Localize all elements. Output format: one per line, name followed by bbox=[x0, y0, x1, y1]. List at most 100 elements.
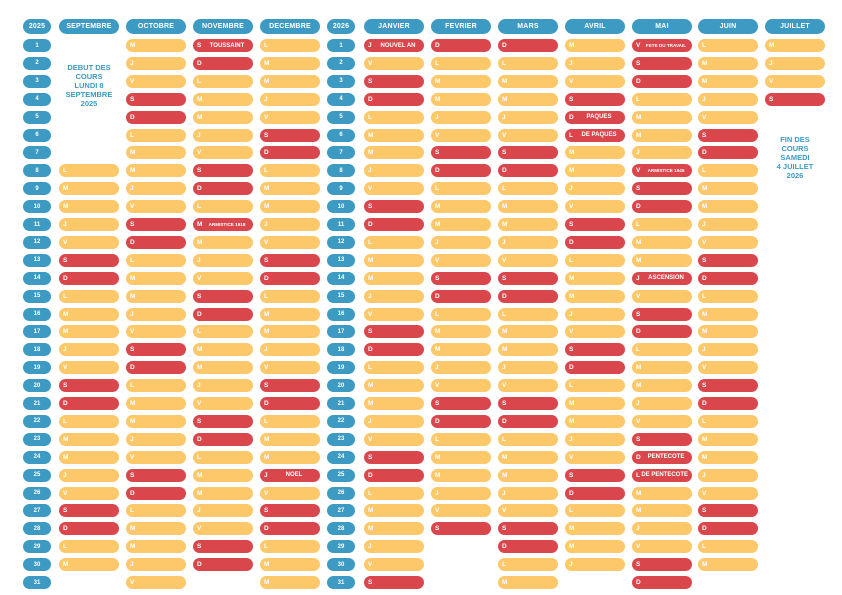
day-cell[interactable]: S bbox=[565, 343, 625, 357]
day-cell[interactable]: V bbox=[260, 110, 320, 124]
day-cell[interactable]: V bbox=[565, 325, 625, 339]
day-cell[interactable]: J bbox=[364, 540, 424, 554]
month-header[interactable]: Fevrier bbox=[431, 19, 491, 34]
day-cell[interactable]: M bbox=[364, 379, 424, 393]
day-cell[interactable]: M bbox=[59, 200, 119, 214]
day-cell[interactable]: D bbox=[632, 74, 692, 88]
day-cell[interactable]: V bbox=[364, 307, 424, 321]
day-cell[interactable]: J bbox=[565, 307, 625, 321]
day-cell[interactable]: S bbox=[498, 522, 558, 536]
day-cell[interactable]: M bbox=[698, 432, 758, 446]
day-cell[interactable]: J bbox=[632, 397, 692, 410]
day-cell[interactable]: V bbox=[126, 450, 186, 464]
day-cell[interactable]: J bbox=[193, 128, 253, 142]
day-cell[interactable]: M bbox=[364, 397, 424, 410]
day-cell[interactable]: M bbox=[59, 307, 119, 321]
day-cell[interactable]: D bbox=[126, 110, 186, 124]
day-cell[interactable]: S bbox=[632, 307, 692, 321]
day-cell[interactable]: L bbox=[698, 39, 758, 52]
day-cell[interactable]: S bbox=[498, 271, 558, 285]
day-cell[interactable]: S bbox=[260, 253, 320, 267]
day-cell[interactable]: D bbox=[565, 361, 625, 375]
day-cell[interactable]: L bbox=[498, 56, 558, 70]
day-cell[interactable]: V bbox=[698, 110, 758, 124]
month-header[interactable]: Decembre bbox=[260, 19, 320, 34]
day-cell[interactable]: M bbox=[632, 253, 692, 267]
day-cell[interactable]: M bbox=[260, 450, 320, 464]
day-cell[interactable]: M bbox=[698, 325, 758, 339]
day-cell[interactable]: L bbox=[698, 414, 758, 428]
day-cell[interactable]: S bbox=[698, 504, 758, 518]
day-cell[interactable]: M bbox=[193, 468, 253, 482]
day-cell[interactable]: J bbox=[126, 558, 186, 572]
day-cell[interactable]: M bbox=[364, 253, 424, 267]
day-cell[interactable]: L bbox=[632, 92, 692, 106]
month-header[interactable]: Novembre bbox=[193, 19, 253, 34]
day-cell[interactable]: M bbox=[59, 432, 119, 446]
day-cell[interactable]: S bbox=[632, 56, 692, 70]
day-cell[interactable]: S bbox=[260, 504, 320, 518]
day-cell[interactable]: J bbox=[698, 92, 758, 106]
day-cell[interactable]: S bbox=[632, 432, 692, 446]
day-cell[interactable]: J bbox=[498, 235, 558, 249]
day-cell[interactable]: S bbox=[698, 128, 758, 142]
day-cell[interactable]: S bbox=[126, 218, 186, 231]
day-cell[interactable]: V bbox=[498, 253, 558, 267]
day-cell[interactable]: M bbox=[632, 486, 692, 500]
day-cell[interactable]: L bbox=[260, 414, 320, 428]
day-cell[interactable]: M bbox=[765, 39, 825, 52]
day-cell[interactable]: M bbox=[698, 200, 758, 214]
day-cell[interactable]: D bbox=[260, 397, 320, 410]
day-cell[interactable]: S bbox=[193, 289, 253, 303]
holiday-cell[interactable]: J ASCENSION bbox=[632, 271, 692, 285]
day-cell[interactable]: M bbox=[565, 39, 625, 52]
day-cell[interactable]: J bbox=[260, 92, 320, 106]
day-cell[interactable]: J bbox=[698, 343, 758, 357]
day-cell[interactable]: L bbox=[260, 289, 320, 303]
day-cell[interactable]: J bbox=[765, 56, 825, 70]
holiday-cell[interactable]: V ARMISTICE 1945 bbox=[632, 164, 692, 178]
day-cell[interactable]: J bbox=[260, 343, 320, 357]
day-cell[interactable]: L bbox=[498, 182, 558, 196]
day-cell[interactable]: V bbox=[193, 146, 253, 160]
day-cell[interactable]: M bbox=[632, 361, 692, 375]
day-cell[interactable]: D bbox=[632, 325, 692, 339]
day-cell[interactable]: J bbox=[498, 361, 558, 375]
day-cell[interactable]: M bbox=[565, 164, 625, 178]
day-cell[interactable]: S bbox=[431, 522, 491, 536]
day-cell[interactable]: M bbox=[498, 218, 558, 231]
day-cell[interactable]: L bbox=[59, 164, 119, 178]
day-cell[interactable]: M bbox=[193, 343, 253, 357]
holiday-cell[interactable]: L DE PENTECOTE bbox=[632, 468, 692, 482]
day-cell[interactable]: M bbox=[364, 128, 424, 142]
day-cell[interactable]: S bbox=[632, 558, 692, 572]
day-cell[interactable]: D bbox=[565, 235, 625, 249]
day-cell[interactable]: J bbox=[193, 504, 253, 518]
day-cell[interactable]: J bbox=[126, 432, 186, 446]
day-cell[interactable]: V bbox=[632, 414, 692, 428]
day-cell[interactable]: D bbox=[698, 146, 758, 160]
day-cell[interactable]: V bbox=[565, 450, 625, 464]
day-cell[interactable]: L bbox=[193, 200, 253, 214]
day-cell[interactable]: M bbox=[260, 200, 320, 214]
day-cell[interactable]: L bbox=[59, 414, 119, 428]
day-cell[interactable]: V bbox=[698, 235, 758, 249]
day-cell[interactable]: L bbox=[193, 74, 253, 88]
day-cell[interactable]: M bbox=[431, 468, 491, 482]
day-cell[interactable]: J bbox=[126, 307, 186, 321]
day-cell[interactable]: D bbox=[498, 164, 558, 178]
day-cell[interactable]: L bbox=[431, 56, 491, 70]
day-cell[interactable]: M bbox=[498, 450, 558, 464]
day-cell[interactable]: V bbox=[431, 379, 491, 393]
holiday-cell[interactable]: J NOUVEL AN bbox=[364, 39, 424, 52]
day-cell[interactable]: V bbox=[498, 504, 558, 518]
holiday-cell[interactable]: S TOUSSAINT bbox=[193, 39, 253, 52]
day-cell[interactable]: J bbox=[698, 468, 758, 482]
day-cell[interactable]: J bbox=[431, 361, 491, 375]
day-cell[interactable]: M bbox=[698, 182, 758, 196]
day-cell[interactable]: D bbox=[260, 522, 320, 536]
day-cell[interactable]: V bbox=[193, 522, 253, 536]
day-cell[interactable]: V bbox=[364, 558, 424, 572]
day-cell[interactable]: S bbox=[59, 504, 119, 518]
day-cell[interactable]: L bbox=[498, 558, 558, 572]
